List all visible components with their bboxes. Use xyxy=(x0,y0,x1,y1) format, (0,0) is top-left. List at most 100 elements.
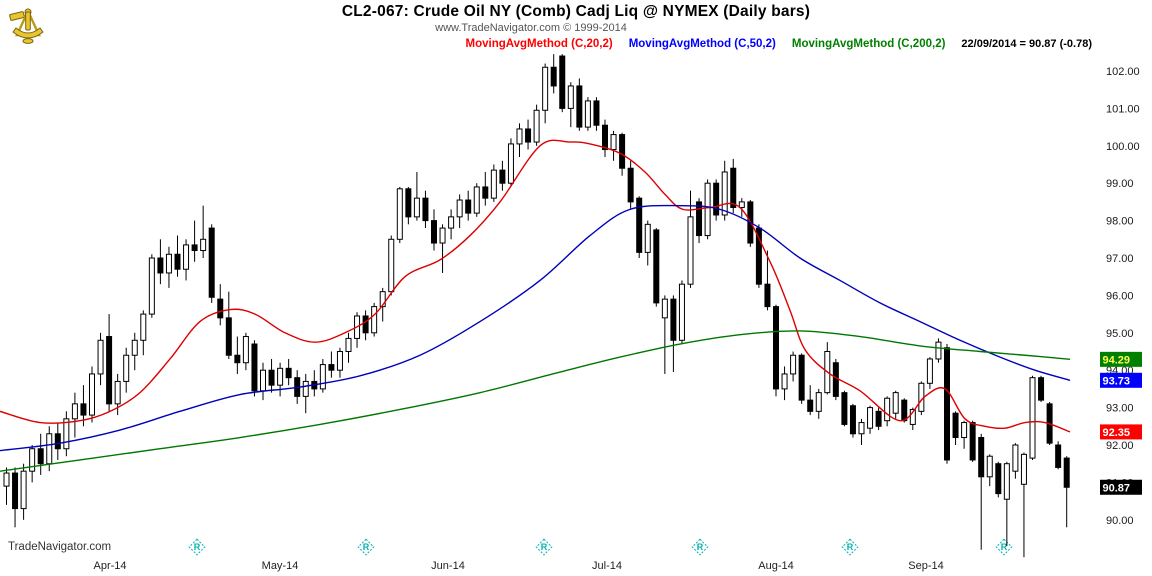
candle-down xyxy=(54,422,61,460)
candle-down xyxy=(841,390,848,427)
sextant-icon xyxy=(9,8,44,44)
candle-up xyxy=(704,179,711,240)
candle-up xyxy=(148,254,155,318)
candle-down xyxy=(550,54,557,94)
price-badge: 93.73 xyxy=(1100,372,1142,388)
legend-ma50: MovingAvgMethod (C,50,2) xyxy=(628,38,776,50)
y-tick-label: 101.00 xyxy=(1106,103,1140,115)
y-tick-label: 90.00 xyxy=(1106,515,1134,527)
candle-up xyxy=(1003,461,1010,546)
candle-down xyxy=(978,433,985,550)
candle-up xyxy=(661,295,668,374)
candle-up xyxy=(183,239,190,281)
last-quote-note: 22/09/2014 = 90.87 (-0.78) xyxy=(961,38,1092,50)
candle-up xyxy=(610,130,617,161)
candle-down xyxy=(602,119,608,158)
candle-down xyxy=(362,310,369,341)
y-tick-label: 96.00 xyxy=(1106,290,1134,302)
candle-up xyxy=(63,411,70,457)
legend-ma20: MovingAvgMethod (C,20,2) xyxy=(465,38,613,50)
svg-text:R: R xyxy=(1001,542,1008,552)
candle-up xyxy=(3,467,10,505)
candle-up xyxy=(533,104,540,146)
candle-down xyxy=(465,190,472,221)
y-tick-label: 100.00 xyxy=(1106,141,1140,153)
candle-up xyxy=(738,198,745,217)
month-label: Aug-14 xyxy=(758,560,793,572)
y-tick-label: 102.00 xyxy=(1106,66,1140,78)
candle-up xyxy=(867,405,874,434)
price-badges: 94.29 93.73 92.35 90.87 xyxy=(1100,351,1142,495)
candle-up xyxy=(542,63,549,124)
candle-down xyxy=(422,190,429,229)
candle-down xyxy=(499,160,506,191)
rollover-marker-icon: R xyxy=(691,538,709,556)
candle-down xyxy=(12,467,19,528)
ma200-line xyxy=(0,330,1071,472)
candle-up xyxy=(354,312,361,348)
candle-down xyxy=(798,353,805,404)
candle-up xyxy=(140,310,147,356)
month-label: May-14 xyxy=(262,560,299,572)
candle-up xyxy=(388,235,395,296)
candle-up xyxy=(644,220,651,266)
candle-down xyxy=(593,97,600,131)
legend-ma200: MovingAvgMethod (C,200,2) xyxy=(791,38,946,50)
candle-up xyxy=(89,366,95,423)
candle-up xyxy=(490,164,497,202)
y-tick-label: 92.00 xyxy=(1106,440,1134,452)
candle-down xyxy=(1055,441,1062,470)
tradenavigator-logo xyxy=(7,4,49,46)
candle-up xyxy=(29,445,36,483)
candle-down xyxy=(431,209,437,251)
candle-down xyxy=(525,119,532,150)
y-axis-tick-labels: 102.00 101.00 100.00 99.00 98.00 97.00 96.00 95… xyxy=(1106,66,1140,527)
candle-down xyxy=(234,336,241,374)
ma20-line xyxy=(0,139,1071,433)
candle-down xyxy=(773,304,779,397)
candle-up xyxy=(986,454,993,487)
candle-up xyxy=(935,338,942,363)
svg-text:R: R xyxy=(847,542,854,552)
candle-up xyxy=(439,224,446,273)
candle-down xyxy=(285,358,292,386)
candle-up xyxy=(97,332,104,386)
candle-down xyxy=(217,284,224,326)
candle-down xyxy=(849,403,856,438)
candlestick-bars xyxy=(3,54,1070,558)
svg-text:R: R xyxy=(363,542,370,552)
month-label: Sep-14 xyxy=(908,560,943,572)
rollover-marker-icon: R xyxy=(995,538,1013,556)
candle-up xyxy=(448,209,455,240)
y-tick-label: 95.00 xyxy=(1106,328,1134,340)
candle-up xyxy=(678,280,685,345)
candle-up xyxy=(473,183,480,217)
x-axis-month-labels: Apr-14 May-14 Jun-14 Jul-14 Aug-14 Sep-14 xyxy=(93,560,943,572)
candle-up xyxy=(1020,452,1027,558)
candle-up xyxy=(516,123,523,158)
svg-text:R: R xyxy=(194,542,201,552)
candle-up xyxy=(961,420,968,449)
candle-up xyxy=(456,194,463,229)
ma50-line xyxy=(0,204,1071,452)
candle-up xyxy=(507,138,514,187)
svg-text:92.35: 92.35 xyxy=(1103,427,1131,439)
month-label: Apr-14 xyxy=(93,560,126,572)
candle-down xyxy=(670,295,677,373)
candle-up xyxy=(165,246,172,288)
y-tick-label: 99.00 xyxy=(1106,178,1134,190)
chart-subtitle: www.TradeNavigator.com © 1999-2014 xyxy=(435,22,627,34)
candle-up xyxy=(200,205,207,258)
candle-up xyxy=(345,332,352,363)
candle-up xyxy=(687,190,694,288)
candle-down xyxy=(636,196,643,258)
rollover-marker-icon: R xyxy=(188,538,206,556)
candle-down xyxy=(482,171,489,206)
candle-up xyxy=(277,362,284,397)
y-tick-label: 98.00 xyxy=(1106,216,1134,228)
candle-down xyxy=(764,250,771,311)
price-badge: 90.87 xyxy=(1100,479,1142,495)
candle-down xyxy=(713,179,720,221)
